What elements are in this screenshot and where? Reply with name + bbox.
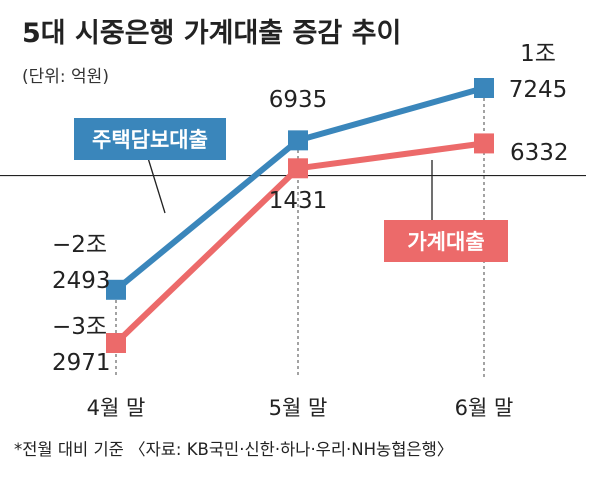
series-tag-household: 가계대출 xyxy=(407,230,484,254)
data-label: 7245 xyxy=(509,77,568,103)
value-labels: −2조 2493 6935 1조 7245 −3조 2971 1431 6332 xyxy=(52,41,569,376)
series-tag-housing: 주택담보대출 xyxy=(92,128,208,152)
data-point xyxy=(474,78,494,98)
data-label: 6935 xyxy=(269,87,328,113)
data-label: −3조 xyxy=(52,314,107,340)
data-point xyxy=(288,130,308,151)
series-tag-household-box xyxy=(384,220,508,262)
data-label: 1431 xyxy=(269,188,328,214)
data-point xyxy=(106,279,126,300)
series-tag-housing-box xyxy=(74,118,226,160)
x-tick-label: 6월 말 xyxy=(455,396,514,420)
x-tick-label: 5월 말 xyxy=(269,396,328,420)
data-label: 1조 xyxy=(520,41,556,67)
data-label: 6332 xyxy=(510,140,569,166)
x-axis-ticks: 4월 말 5월 말 6월 말 xyxy=(87,396,514,420)
x-tick-label: 4월 말 xyxy=(87,396,146,420)
chart-title: 5대 시중은행 가계대출 증감 추이 xyxy=(22,18,401,49)
series-tag-leader-housing xyxy=(147,157,166,214)
series-layer xyxy=(106,78,494,353)
data-point xyxy=(474,133,494,154)
data-label: 2493 xyxy=(52,268,111,294)
footnote: *전월 대비 기준 〈자료: KB국민·신한·하나·우리·NH농협은행〉 xyxy=(14,440,453,459)
data-point xyxy=(288,158,308,179)
data-label: 2971 xyxy=(52,350,111,376)
unit-label: (단위: 억원) xyxy=(22,67,109,87)
data-point xyxy=(106,333,126,353)
data-label: −2조 xyxy=(52,232,107,258)
